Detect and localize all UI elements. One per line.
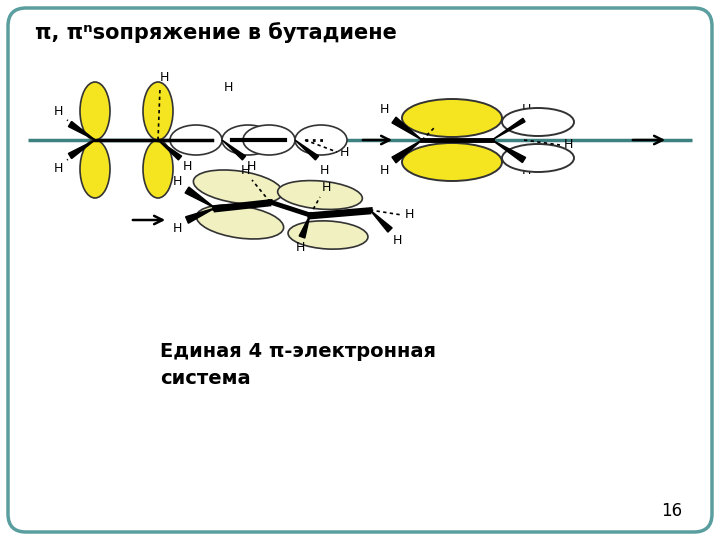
- Text: H: H: [438, 111, 447, 124]
- Polygon shape: [158, 140, 181, 160]
- Text: H: H: [521, 103, 531, 116]
- Polygon shape: [492, 118, 525, 140]
- Ellipse shape: [278, 180, 362, 210]
- Text: H: H: [340, 146, 349, 159]
- Text: H: H: [53, 105, 63, 118]
- Polygon shape: [185, 187, 215, 208]
- Text: H: H: [183, 160, 192, 173]
- Polygon shape: [300, 215, 310, 238]
- Ellipse shape: [194, 170, 283, 204]
- Text: H: H: [53, 162, 63, 175]
- Text: H: H: [379, 103, 389, 116]
- Text: H: H: [173, 175, 182, 188]
- Text: H: H: [521, 164, 531, 177]
- Polygon shape: [68, 140, 95, 159]
- Ellipse shape: [502, 108, 574, 136]
- Text: H: H: [379, 164, 389, 177]
- Polygon shape: [392, 117, 422, 140]
- Ellipse shape: [170, 125, 222, 155]
- Text: H: H: [322, 181, 331, 194]
- Text: H: H: [224, 81, 233, 94]
- Ellipse shape: [143, 82, 173, 140]
- Polygon shape: [370, 210, 392, 232]
- Ellipse shape: [502, 144, 574, 172]
- Polygon shape: [392, 140, 422, 163]
- Text: π, πⁿsопряжение в бутадиене: π, πⁿsопряжение в бутадиене: [35, 22, 397, 43]
- FancyBboxPatch shape: [8, 8, 712, 532]
- Text: H: H: [240, 164, 250, 177]
- Ellipse shape: [143, 140, 173, 198]
- Polygon shape: [186, 208, 215, 223]
- Text: H: H: [173, 222, 182, 235]
- Polygon shape: [492, 140, 526, 163]
- Text: 16: 16: [662, 502, 683, 520]
- Text: H: H: [564, 138, 573, 152]
- Ellipse shape: [80, 140, 110, 198]
- Ellipse shape: [222, 125, 274, 155]
- Text: H: H: [160, 71, 169, 84]
- Polygon shape: [222, 140, 246, 160]
- Text: H: H: [405, 208, 415, 221]
- Ellipse shape: [80, 82, 110, 140]
- Ellipse shape: [288, 221, 368, 249]
- Text: H: H: [247, 160, 256, 173]
- Text: H: H: [393, 234, 402, 247]
- Text: H: H: [295, 241, 305, 254]
- Ellipse shape: [402, 99, 502, 137]
- Ellipse shape: [295, 125, 347, 155]
- Polygon shape: [295, 140, 318, 160]
- Ellipse shape: [197, 205, 284, 239]
- Ellipse shape: [402, 143, 502, 181]
- Polygon shape: [68, 122, 95, 140]
- Text: Единая 4 π-электронная
система: Единая 4 π-электронная система: [160, 342, 436, 388]
- Ellipse shape: [243, 125, 295, 155]
- Text: H: H: [320, 164, 329, 177]
